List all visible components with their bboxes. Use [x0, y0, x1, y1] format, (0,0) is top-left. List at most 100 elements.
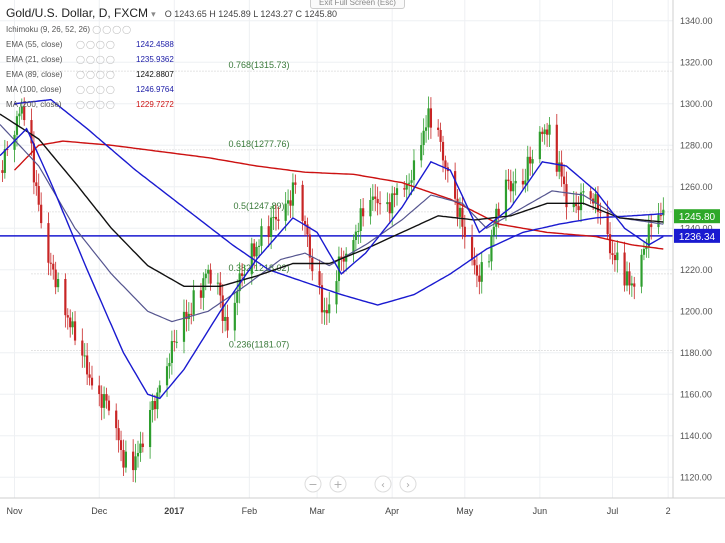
- candle-body: [560, 162, 563, 177]
- candle-body: [388, 202, 391, 214]
- candle-body: [441, 141, 445, 161]
- legend-row[interactable]: MA (200, close) ◯◯◯◯ 1229.7272: [6, 97, 174, 112]
- candle-body: [57, 278, 60, 288]
- candle-body: [642, 249, 646, 255]
- y-tick-label: 1140.00: [680, 431, 712, 441]
- indicator-controls-icon[interactable]: ◯◯◯◯: [76, 100, 116, 109]
- legend-row[interactable]: EMA (89, close) ◯◯◯◯ 1242.8807: [6, 67, 174, 82]
- candle-body: [243, 274, 246, 276]
- candle-body: [369, 200, 372, 217]
- y-tick-label: 1180.00: [680, 348, 712, 358]
- candle-body: [594, 194, 597, 204]
- candle-body: [386, 202, 389, 205]
- fib-label: 0.618(1277.76): [229, 139, 290, 149]
- candle-body: [88, 374, 91, 378]
- candle-body: [611, 253, 614, 255]
- candle-body: [100, 394, 103, 408]
- candle-body: [470, 237, 474, 260]
- candle-body: [405, 183, 408, 190]
- candle-body: [267, 226, 270, 238]
- zoom-out-icon[interactable]: [304, 475, 322, 493]
- candle-body: [616, 252, 619, 261]
- candle-body: [301, 184, 304, 221]
- candle-body: [274, 216, 278, 220]
- scroll-right-icon[interactable]: [399, 475, 417, 493]
- candle-body: [340, 256, 343, 259]
- legend-row[interactable]: EMA (55, close) ◯◯◯◯ 1242.4588: [6, 37, 174, 52]
- price-labels: 1245.80 1236.34: [674, 209, 720, 243]
- svg-text:‹: ‹: [381, 480, 385, 491]
- candle-body: [102, 394, 106, 408]
- candle-body: [289, 200, 292, 206]
- candle-body: [558, 162, 561, 172]
- candle-body: [577, 206, 580, 211]
- candle-body: [393, 193, 396, 195]
- x-tick-label: May: [456, 506, 474, 516]
- x-tick-label: Mar: [309, 506, 325, 516]
- candle-body: [64, 278, 67, 316]
- legend-row[interactable]: Ichimoku (9, 26, 52, 26) ◯◯◯◯: [6, 22, 174, 37]
- candle-body: [403, 188, 406, 190]
- candle-body: [456, 198, 459, 217]
- time-axis[interactable]: Nov Dec 2017 Feb Mar Apr May Jun Jul 2: [7, 506, 671, 516]
- legend-row[interactable]: EMA (21, close) ◯◯◯◯ 1235.9362: [6, 52, 174, 67]
- candle-body: [362, 208, 365, 217]
- fib-label: 0.5(1247.89): [234, 201, 285, 211]
- candle-body: [524, 180, 527, 185]
- ema55-line: [0, 124, 664, 323]
- candle-body: [6, 149, 9, 151]
- candle-body: [512, 183, 515, 192]
- candle-body: [151, 400, 154, 410]
- indicator-controls-icon[interactable]: ◯◯◯◯: [76, 40, 116, 49]
- candle-body: [538, 131, 541, 160]
- indicator-controls-icon[interactable]: ◯◯◯◯: [76, 55, 116, 64]
- candle-body: [286, 200, 290, 204]
- candle-body: [277, 219, 280, 221]
- candle-body: [526, 156, 529, 181]
- candle-body: [18, 113, 21, 117]
- candle-body: [260, 226, 263, 246]
- candle-body: [253, 243, 256, 257]
- y-tick-label: 1260.00: [680, 182, 713, 192]
- candle-body: [182, 311, 186, 342]
- price-label-box: [674, 228, 720, 243]
- zoom-in-icon[interactable]: [329, 475, 347, 493]
- candle-body: [136, 453, 140, 457]
- exit-fullscreen-button[interactable]: Exit Full Screen (Esc): [310, 0, 405, 9]
- price-axis[interactable]: 1120.00 1140.00 1160.00 1180.00 1200.00 1220.…: [680, 16, 713, 483]
- y-tick-label: 1240.00: [680, 223, 713, 233]
- candle-body: [548, 124, 551, 135]
- candle-body: [185, 311, 188, 320]
- candle-body: [371, 196, 374, 201]
- candle-body: [374, 196, 377, 199]
- candle-body: [378, 203, 382, 205]
- candle-body: [124, 451, 127, 468]
- legend-row[interactable]: MA (100, close) ◯◯◯◯ 1246.9764: [6, 82, 174, 97]
- indicator-controls-icon[interactable]: ◯◯◯◯: [92, 25, 133, 34]
- candle-body: [226, 316, 229, 331]
- svg-text:›: ›: [406, 480, 410, 491]
- candle-body: [412, 160, 416, 181]
- y-tick-label: 1280.00: [680, 140, 713, 150]
- candle-body: [507, 179, 510, 182]
- candle-body: [408, 182, 411, 184]
- candle-body: [90, 377, 94, 386]
- candle-body: [543, 129, 546, 135]
- candle-body: [30, 120, 33, 144]
- candle-body: [47, 223, 50, 263]
- indicator-controls-icon[interactable]: ◯◯◯◯: [76, 70, 116, 79]
- candle-body: [575, 202, 578, 207]
- candle-body: [323, 310, 326, 313]
- y-tick-label: 1120.00: [680, 472, 712, 482]
- fib-levels: 0.768(1315.73) 0.618(1277.76) 0.5(1247.89)…: [31, 60, 673, 351]
- fib-label: 0.236(1181.07): [229, 340, 289, 350]
- fib-label: 0.768(1315.73): [229, 60, 290, 70]
- chevron-down-icon[interactable]: ▾: [151, 9, 156, 19]
- x-tick-label: Jul: [607, 506, 619, 516]
- candle-body: [633, 283, 636, 287]
- scroll-left-icon[interactable]: [374, 475, 392, 493]
- indicator-controls-icon[interactable]: ◯◯◯◯: [76, 85, 116, 94]
- candle-body: [284, 203, 287, 221]
- x-tick-label: 2: [666, 506, 671, 516]
